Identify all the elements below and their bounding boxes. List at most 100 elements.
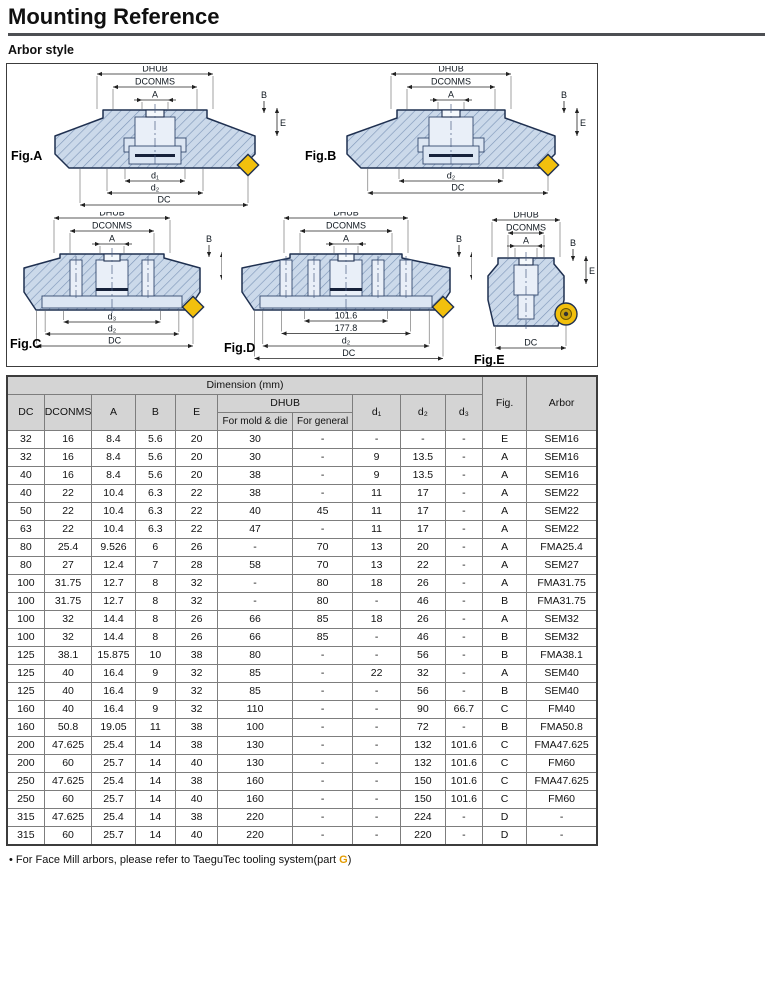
table-cell: - — [352, 718, 401, 737]
table-cell: 125 — [6, 682, 45, 701]
table-cell: 16 — [43, 430, 93, 449]
table-cell: 38 — [175, 646, 219, 665]
table-cell: A — [481, 484, 528, 503]
table-cell: 66.7 — [444, 700, 483, 719]
dim-arrow — [405, 331, 411, 336]
table-cell: 20 — [175, 466, 219, 485]
dim-label: DHUB — [513, 212, 539, 220]
footnote-text: For Face Mill arbors, please refer to Ta… — [15, 854, 340, 866]
table-cell: 16.4 — [91, 664, 136, 683]
dim-arrow — [107, 190, 112, 196]
column-header-dhub: DHUB — [217, 394, 354, 413]
table-cell: - — [292, 430, 354, 449]
table-cell: - — [444, 466, 483, 485]
table-cell: 10.4 — [91, 520, 136, 539]
column-header-a: A — [91, 394, 136, 431]
table-cell: - — [444, 502, 483, 521]
table-row: 100 32 14.4 8 26 66 85 18 26- A SEM32 — [6, 610, 598, 629]
table-cell: 13 — [352, 538, 401, 557]
table-row: 40 16 8.4 5.6 20 38-9 13.5- A SEM16 — [6, 466, 598, 485]
table-cell: 40 — [6, 484, 45, 503]
table-cell: 32 — [43, 628, 93, 647]
dim-arrow — [219, 252, 222, 257]
table-cell: 9 — [352, 466, 401, 485]
dim-label: DC — [158, 195, 171, 205]
table-cell: - — [526, 808, 598, 827]
table-cell: - — [352, 628, 401, 647]
column-header-arbor: Arbor — [526, 375, 598, 431]
table-cell: C — [481, 736, 528, 755]
table-cell: 16 — [43, 466, 93, 485]
table-cell: 85 — [292, 628, 354, 647]
table-cell: 38 — [217, 466, 294, 485]
table-cell: 17 — [399, 520, 446, 539]
table-cell: 250 — [6, 772, 45, 791]
table-cell: 32 — [175, 700, 219, 719]
dim-arrow — [124, 241, 129, 247]
table-cell: 100 — [6, 574, 45, 593]
table-cell: 5.6 — [134, 430, 177, 449]
dim-arrow — [382, 318, 388, 324]
table-cell: SEM22 — [526, 502, 598, 521]
table-cell: 25.7 — [91, 826, 136, 846]
table-cell: 6.3 — [134, 484, 177, 503]
table-cell: 125 — [6, 664, 45, 683]
table-cell: 32 — [6, 448, 45, 467]
table-row: 125 40 16.4 9 32 85-22 32- A SEM40 — [6, 664, 598, 683]
table-cell: - — [292, 808, 354, 827]
table-cell: FMA47.625 — [526, 736, 598, 755]
table-cell: B — [481, 628, 528, 647]
table-cell: 46 — [399, 628, 446, 647]
table-cell: 200 — [6, 736, 45, 755]
dim-arrow — [243, 202, 248, 208]
table-cell: - — [217, 592, 294, 611]
table-cell: 80 — [6, 538, 45, 557]
figure-label: Fig.E — [474, 353, 505, 367]
dim-arrow — [574, 108, 580, 113]
table-cell: A — [481, 556, 528, 575]
dim-arrow — [208, 71, 213, 77]
section-subtitle: Arbor style — [8, 43, 74, 57]
table-cell: 100 — [217, 718, 294, 737]
table-row: 63 22 10.4 6.3 22 47-11 17- A SEM22 — [6, 520, 598, 539]
table-cell: - — [444, 556, 483, 575]
table-cell: 66 — [217, 628, 294, 647]
table-cell: 40 — [175, 754, 219, 773]
table-cell: 160 — [217, 772, 294, 791]
table-cell: - — [444, 664, 483, 683]
dim-label: d₂ — [447, 171, 456, 181]
table-cell: - — [444, 520, 483, 539]
table-cell: 60 — [43, 826, 93, 846]
table-cell: FMA25.4 — [526, 538, 598, 557]
table-row: 80 25.4 9.526 6 26-70 13 20- A FMA25.4 — [6, 538, 598, 557]
table-cell: 150 — [399, 790, 446, 809]
table-row: 125 40 16.4 9 32 85- -56- B SEM40 — [6, 682, 598, 701]
table-row: 250 60 25.7 14 40 160- -150 101.6 C FM60 — [6, 790, 598, 809]
table-cell: 101.6 — [444, 736, 483, 755]
dim-arrow — [188, 343, 193, 349]
table-cell: 14.4 — [91, 610, 136, 629]
table-cell: 56 — [399, 682, 446, 701]
table-cell: 132 — [399, 736, 446, 755]
table-cell: FM60 — [526, 790, 598, 809]
dim-arrow — [113, 84, 118, 90]
figure-b-drawing: DHUB DCONMS A B Ed₂ DC Fig.B — [305, 66, 586, 196]
table-cell: FM40 — [526, 700, 598, 719]
table-cell: 80 — [6, 556, 45, 575]
figure-e-drawing: DHUB DCONMS A B E DC Fig.E — [474, 212, 595, 367]
table-cell: - — [292, 700, 354, 719]
table-cell: 47.625 — [43, 736, 93, 755]
table-cell: 70 — [292, 538, 354, 557]
figure-c-drawing: DHUBDCONMSABEd₃d₂DCFig.C — [10, 212, 222, 351]
footnote: • For Face Mill arbors, please refer to … — [9, 854, 775, 866]
table-cell: 66 — [217, 610, 294, 629]
table-cell: 101.6 — [444, 772, 483, 791]
table-cell: 40 — [175, 826, 219, 846]
dim-arrow — [391, 71, 396, 77]
dim-label: B — [206, 234, 212, 244]
dim-label: DCONMS — [135, 77, 175, 87]
dim-label: A — [448, 90, 454, 100]
table-cell: 101.6 — [444, 790, 483, 809]
dim-arrow — [262, 343, 268, 349]
